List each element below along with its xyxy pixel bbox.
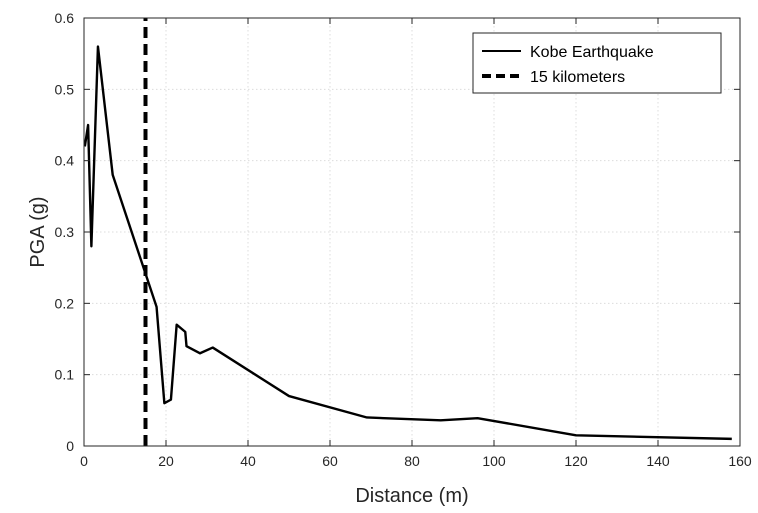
x-axis-title: Distance (m) — [355, 485, 468, 507]
legend: Kobe Earthquake 15 kilometers — [472, 32, 722, 94]
y-tick-label: 0.5 — [55, 81, 75, 97]
grid — [84, 18, 740, 446]
x-tick-label: 100 — [482, 453, 506, 469]
y-tick-label: 0 — [66, 438, 74, 454]
y-tick-label: 0.3 — [55, 224, 75, 240]
y-axis-title: PGA (g) — [27, 196, 49, 267]
x-tick-label: 120 — [564, 453, 588, 469]
series-line-kobe-earthquake — [83, 45, 732, 441]
y-tick-label: 0.1 — [55, 367, 75, 383]
x-tick-label: 160 — [728, 453, 752, 469]
x-tick-label: 40 — [240, 453, 256, 469]
y-tick-label: 0.6 — [55, 10, 75, 26]
y-tick-label: 0.2 — [55, 295, 75, 311]
x-tick-label: 60 — [322, 453, 338, 469]
ticks: 0 20 40 60 80 100 120 140 160 0 0.1 0.2 0.3 0.4 0.5 0.6 — [55, 10, 752, 469]
y-tick-label: 0.4 — [55, 153, 75, 169]
x-tick-label: 20 — [158, 453, 174, 469]
legend-box — [472, 32, 722, 94]
x-tick-label: 0 — [80, 453, 88, 469]
x-tick-label: 80 — [404, 453, 420, 469]
x-tick-label: 140 — [646, 453, 670, 469]
series-group — [83, 18, 732, 446]
legend-label-kobe-earthquake: Kobe Earthquake — [530, 44, 654, 61]
legend-label-15-kilometers: 15 kilometers — [530, 69, 625, 86]
